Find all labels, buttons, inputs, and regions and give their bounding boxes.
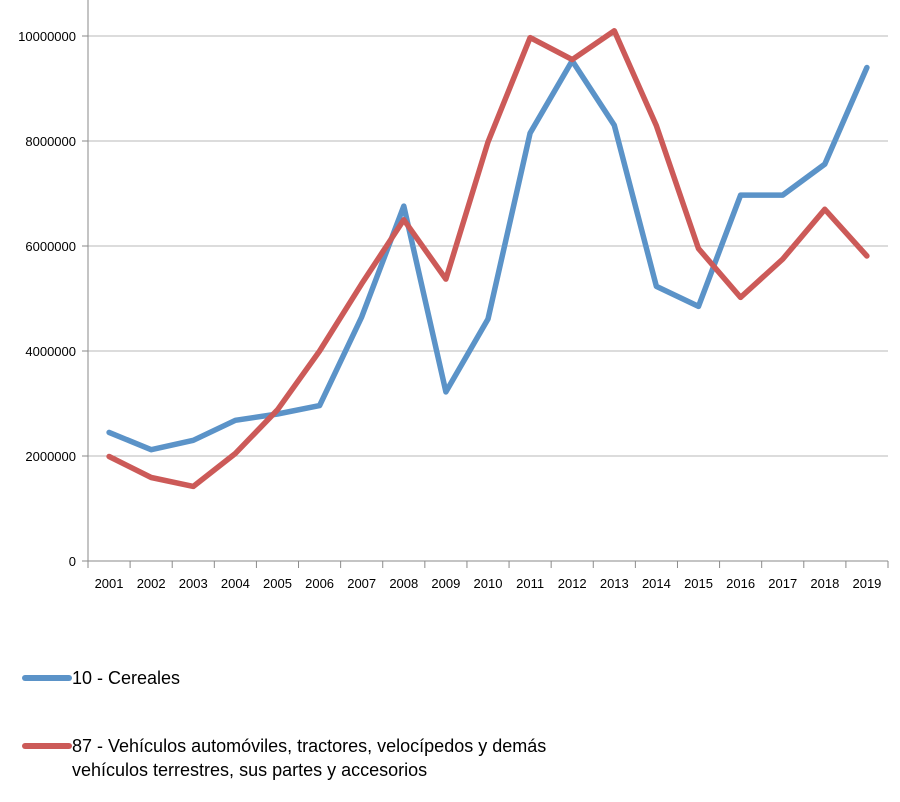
x-tick-label: 2018 bbox=[810, 576, 839, 591]
legend-label-vehiculos: 87 - Vehículos automóviles, tractores, v… bbox=[72, 734, 546, 782]
series-line-1 bbox=[106, 57, 870, 453]
legend-label-cereales: 10 - Cereales bbox=[72, 668, 181, 688]
legend-item-vehiculos: 87 - Vehículos automóviles, tractores, v… bbox=[22, 734, 546, 782]
legend-item-cereales: 10 - Cereales bbox=[22, 666, 180, 690]
x-tick-label: 2003 bbox=[179, 576, 208, 591]
y-tick-label: 4000000 bbox=[25, 344, 76, 359]
series-layer bbox=[106, 28, 870, 490]
gridlines bbox=[88, 35, 888, 457]
legend-label-vehiculos-line2: vehículos terrestres, sus partes y acces… bbox=[72, 760, 428, 780]
legend-swatch-vehiculos bbox=[22, 743, 72, 749]
x-tick-label: 2019 bbox=[852, 576, 881, 591]
x-tick-label: 2004 bbox=[221, 576, 250, 591]
x-tick-label: 2011 bbox=[516, 576, 544, 591]
x-tick-label: 2014 bbox=[642, 576, 671, 591]
tick-labels: 0 2000000 4000000 6000000 8000000 10000000 200… bbox=[18, 29, 881, 591]
x-tick-label: 2015 bbox=[684, 576, 713, 591]
legend-2: 87 - Vehículos automóviles, tractores, v… bbox=[22, 734, 546, 782]
x-tick-label: 2016 bbox=[726, 576, 755, 591]
y-tick-label: 2000000 bbox=[25, 449, 76, 464]
x-tick-label: 2017 bbox=[768, 576, 797, 591]
legend: 10 - Cereales bbox=[22, 666, 180, 690]
legend-label-vehiculos-line1: 87 - Vehículos automóviles, tractores, v… bbox=[72, 736, 547, 756]
series-line-2 bbox=[106, 28, 870, 490]
x-tick-label: 2009 bbox=[431, 576, 460, 591]
x-tick-label: 2005 bbox=[263, 576, 292, 591]
legend-swatch-cereales bbox=[22, 675, 72, 681]
x-tick-label: 2008 bbox=[389, 576, 418, 591]
x-tick-label: 2002 bbox=[137, 576, 166, 591]
y-tick-label: 0 bbox=[69, 554, 76, 569]
x-tick-label: 2001 bbox=[95, 576, 124, 591]
y-tick-label: 6000000 bbox=[25, 239, 76, 254]
y-tick-label: 10000000 bbox=[18, 29, 76, 44]
axes bbox=[82, 0, 889, 568]
x-tick-label: 2013 bbox=[600, 576, 629, 591]
line-chart: 0 2000000 4000000 6000000 8000000 10000000 200… bbox=[18, 0, 889, 591]
x-tick-label: 2012 bbox=[558, 576, 587, 591]
y-tick-label: 8000000 bbox=[25, 134, 76, 149]
x-tick-label: 2007 bbox=[347, 576, 376, 591]
x-tick-label: 2010 bbox=[474, 576, 503, 591]
x-tick-label: 2006 bbox=[305, 576, 334, 591]
